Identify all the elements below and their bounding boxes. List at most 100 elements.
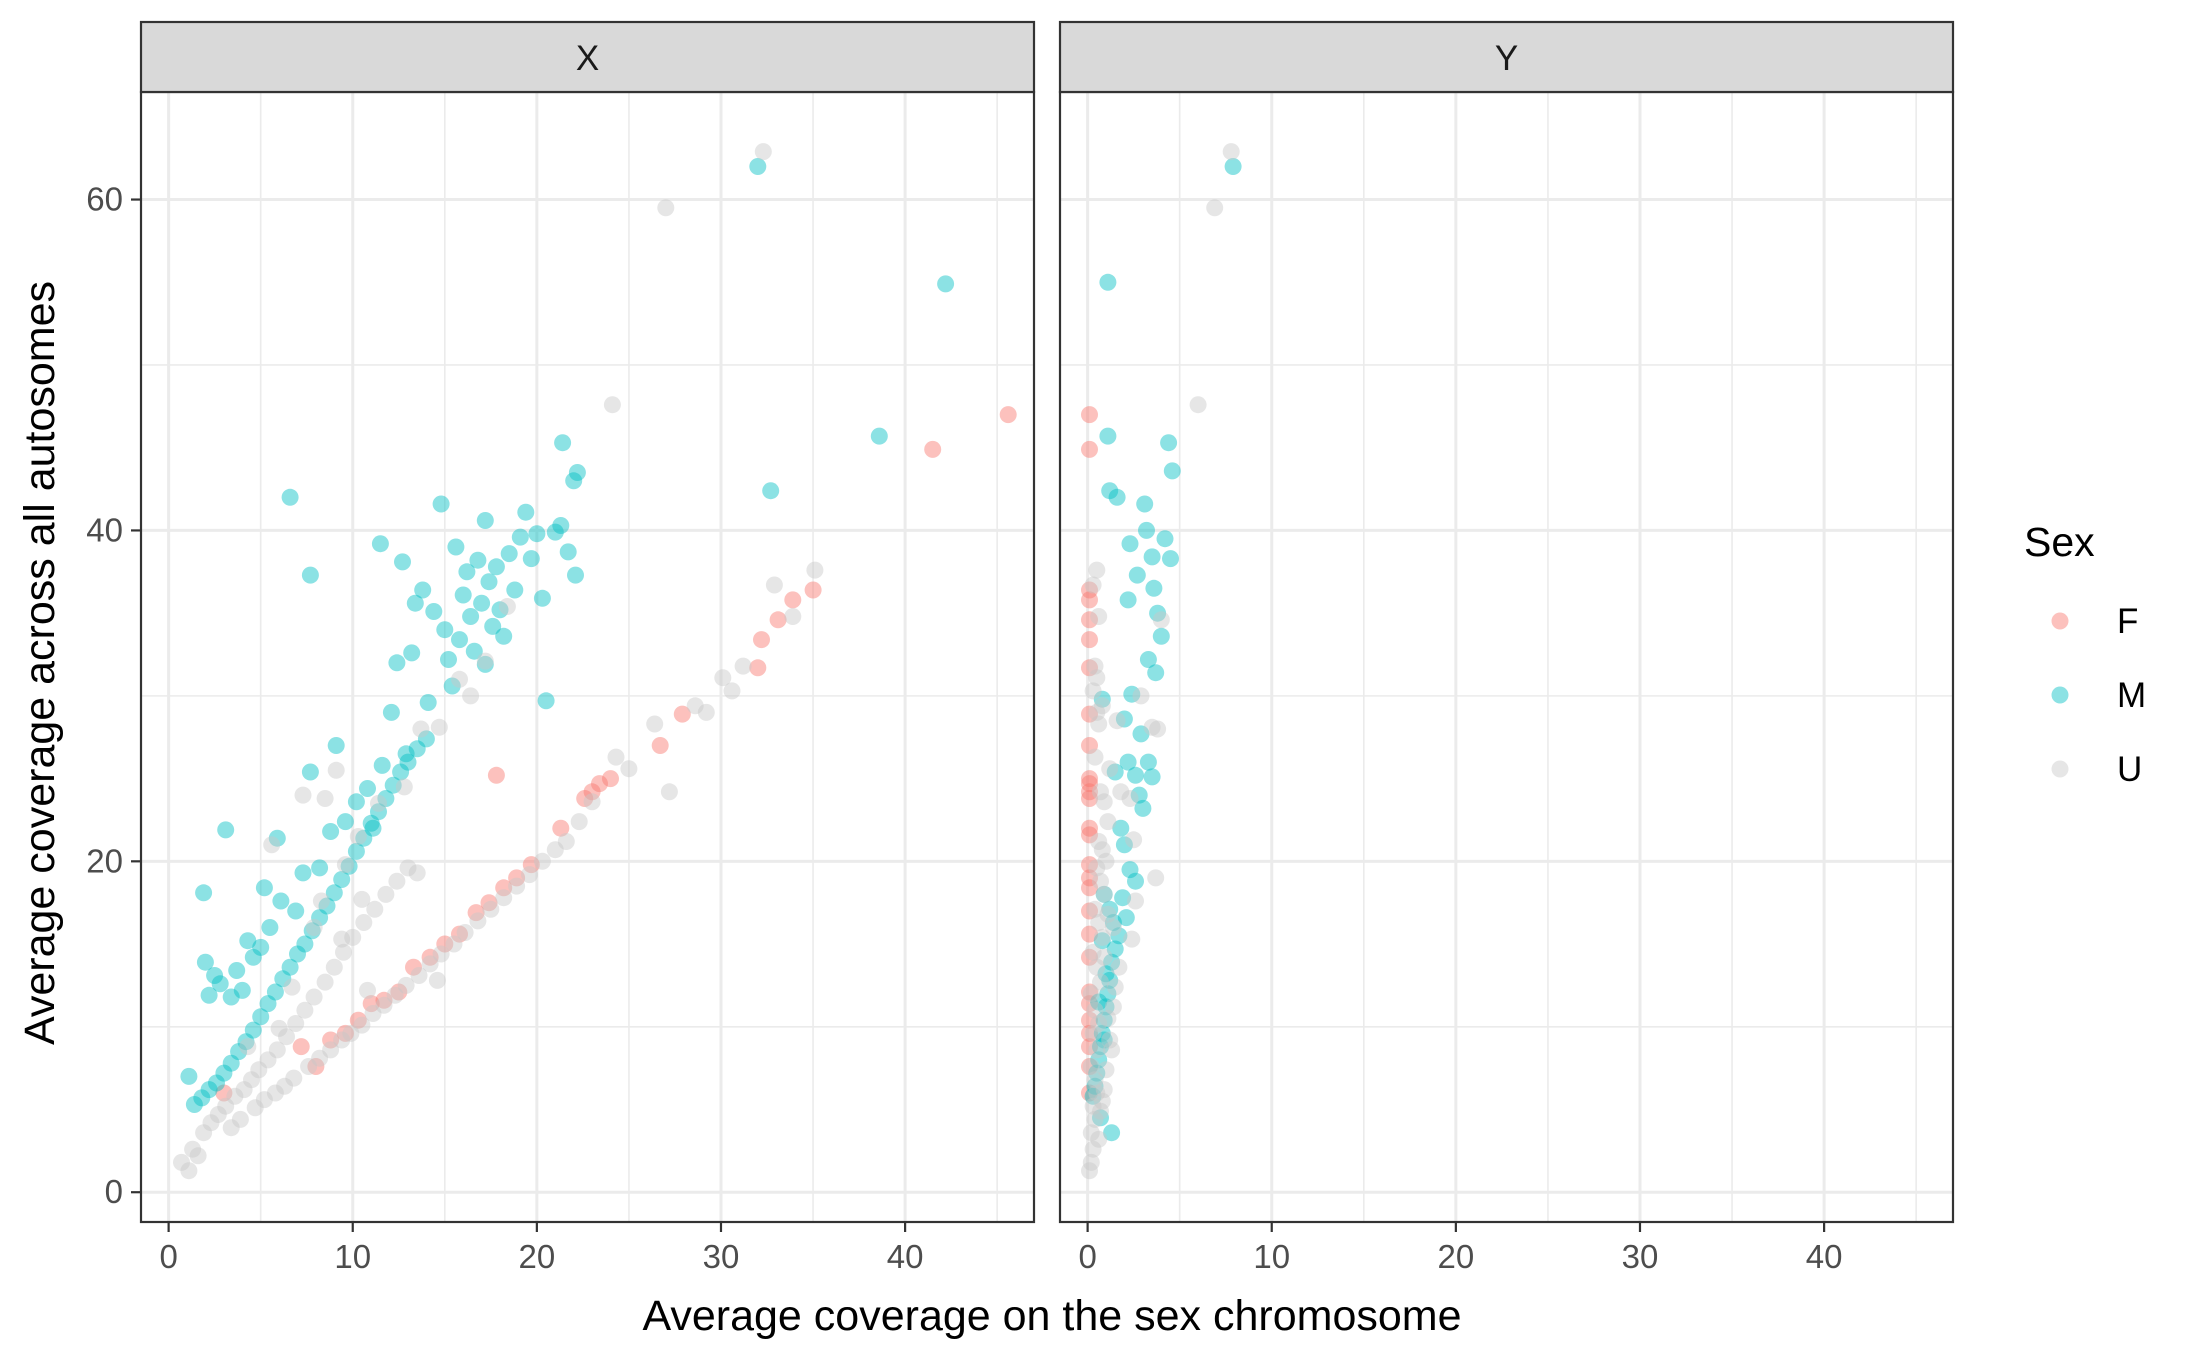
- data-point-u: [1086, 1110, 1104, 1128]
- data-point-u: [1099, 813, 1117, 831]
- facet-strip-background: [1058, 20, 1955, 94]
- data-point-u: [243, 1071, 260, 1089]
- data-point-f: [753, 631, 770, 649]
- legend-label: F: [2117, 602, 2138, 641]
- data-point-m: [1097, 965, 1115, 983]
- data-point-m: [180, 1067, 198, 1085]
- data-point-f: [1081, 1038, 1098, 1056]
- data-point-m: [362, 814, 380, 832]
- data-point-m: [469, 551, 487, 569]
- data-point-u: [1082, 1124, 1100, 1142]
- data-point-u: [1095, 793, 1113, 811]
- data-point-m: [1121, 535, 1139, 553]
- data-point-m: [491, 601, 509, 619]
- data-point-u: [226, 1087, 244, 1105]
- data-point-u: [217, 1097, 235, 1115]
- data-point-u: [1093, 928, 1111, 946]
- data-point-f: [467, 904, 485, 922]
- y-tick-label: 0: [105, 1173, 123, 1210]
- facet-strip-label: X: [576, 39, 599, 78]
- data-point-u: [646, 715, 664, 733]
- data-point-f: [749, 659, 767, 677]
- data-point-m: [237, 1033, 255, 1051]
- data-point-f: [421, 948, 439, 966]
- data-point-f: [508, 869, 526, 887]
- data-point-m: [268, 829, 286, 847]
- y-axis-title: Average coverage across all autosomes: [16, 281, 64, 1045]
- data-point-f: [1081, 879, 1098, 897]
- data-point-m: [287, 902, 305, 920]
- data-point-u: [1189, 396, 1207, 414]
- data-point-u: [353, 1016, 371, 1034]
- data-point-m: [397, 745, 415, 763]
- data-point-m: [1139, 651, 1157, 668]
- data-point-u: [1143, 718, 1161, 736]
- data-point-m: [522, 550, 540, 568]
- data-point-u: [1086, 1001, 1104, 1019]
- data-point-f: [1081, 440, 1098, 458]
- data-point-m: [1086, 1077, 1104, 1095]
- data-point-u: [1099, 1010, 1117, 1027]
- data-point-u: [1088, 958, 1106, 976]
- data-point-u: [333, 930, 351, 948]
- data-point-m: [294, 864, 312, 882]
- data-point-m: [454, 586, 472, 604]
- data-point-f: [375, 991, 393, 1009]
- data-point-m: [559, 543, 577, 561]
- data-point-f: [1081, 869, 1098, 887]
- data-point-u: [1086, 748, 1104, 766]
- data-point-m: [1093, 1024, 1111, 1042]
- data-point-f: [362, 995, 380, 1013]
- data-point-u: [246, 1099, 264, 1117]
- data-point-m: [451, 631, 468, 649]
- data-point-m: [749, 158, 767, 175]
- data-point-f: [405, 958, 422, 976]
- data-point-u: [399, 859, 417, 877]
- data-point-u: [285, 1069, 303, 1087]
- data-point-u: [349, 828, 367, 845]
- data-point-m: [244, 948, 262, 966]
- data-point-u: [364, 1005, 382, 1022]
- data-point-u: [1121, 790, 1139, 807]
- data-point-m: [325, 884, 343, 902]
- data-point-f: [999, 406, 1017, 424]
- data-point-f: [1081, 983, 1098, 1001]
- data-point-m: [244, 1021, 262, 1039]
- data-point-m: [255, 879, 273, 897]
- data-point-m: [206, 967, 224, 984]
- data-point-f: [1081, 790, 1098, 807]
- data-point-m: [239, 932, 257, 950]
- data-point-u: [583, 793, 601, 811]
- x-tick-label: 20: [1438, 1238, 1475, 1275]
- data-point-m: [1084, 1087, 1102, 1105]
- data-point-m: [215, 1064, 233, 1082]
- data-point-u: [311, 1049, 329, 1067]
- data-point-u: [239, 1038, 257, 1056]
- data-point-m: [1088, 1064, 1106, 1082]
- data-point-m: [228, 962, 246, 979]
- data-point-m: [1132, 725, 1150, 743]
- data-point-m: [1093, 932, 1111, 950]
- data-point-f: [1081, 775, 1098, 793]
- data-point-u: [1084, 1140, 1102, 1158]
- data-point-m: [1127, 766, 1144, 784]
- data-point-m: [1143, 768, 1161, 786]
- data-point-u: [1092, 1102, 1109, 1120]
- data-point-m: [1143, 548, 1161, 566]
- data-point-u: [1082, 985, 1100, 1003]
- data-point-m: [1099, 985, 1117, 1003]
- data-point-m: [1130, 786, 1148, 804]
- x-tick-label: 30: [1622, 1238, 1659, 1275]
- data-point-f: [1081, 826, 1098, 844]
- data-point-m: [359, 780, 376, 797]
- data-point-u: [1088, 1041, 1106, 1059]
- data-point-u: [1084, 576, 1102, 594]
- data-point-f: [924, 440, 942, 458]
- data-point-m: [1093, 690, 1111, 708]
- legend-label: M: [2117, 676, 2146, 715]
- data-point-u: [421, 955, 439, 973]
- data-point-u: [723, 682, 741, 700]
- data-point-u: [546, 841, 564, 859]
- data-point-f: [1081, 1011, 1098, 1029]
- x-tick-label: 0: [1078, 1238, 1096, 1275]
